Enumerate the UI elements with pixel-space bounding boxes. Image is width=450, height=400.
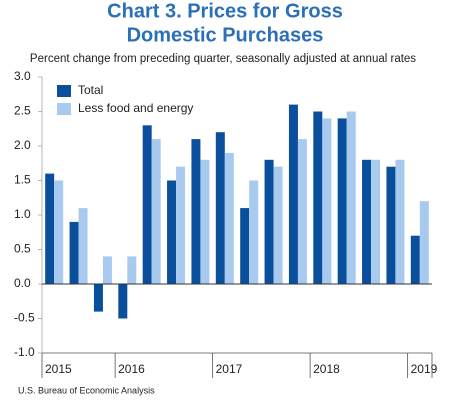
y-tick-label: 2.0 (14, 138, 31, 152)
bar (410, 235, 420, 284)
bar (215, 132, 225, 284)
bar (419, 201, 429, 284)
subtitle: Percent change from preceding quarter, s… (30, 53, 416, 65)
bar (224, 152, 234, 284)
bar (240, 208, 250, 284)
bar (118, 284, 128, 319)
bar (362, 159, 372, 284)
bar (200, 159, 210, 284)
x-tick-label: 2017 (216, 362, 243, 376)
bar (45, 173, 55, 284)
bar (93, 284, 103, 312)
bar (69, 221, 79, 284)
bar (337, 118, 347, 285)
bar (78, 208, 88, 284)
bar (191, 139, 201, 284)
legend-swatch (57, 103, 71, 115)
bar (151, 139, 161, 284)
bar (346, 111, 356, 284)
bar (249, 180, 259, 284)
bar (386, 166, 396, 284)
bar (127, 256, 137, 284)
bar (142, 125, 152, 284)
bar (313, 111, 323, 284)
y-tick-label: 2.5 (14, 104, 31, 118)
bar (395, 159, 405, 284)
x-tick-label: 2018 (313, 362, 340, 376)
bar (167, 180, 177, 284)
y-tick-label: -0.5 (14, 311, 35, 325)
bar (322, 118, 332, 285)
chart-title: Chart 3. Prices for Gross (107, 0, 343, 22)
bar (371, 159, 381, 284)
y-tick-label: 1.5 (14, 173, 31, 187)
chart-title: Domestic Purchases (127, 24, 324, 46)
y-tick-label: 0.5 (14, 242, 31, 256)
bar (288, 104, 298, 284)
source: U.S. Bureau of Economic Analysis (18, 385, 155, 395)
bar (176, 166, 186, 284)
x-tick-label: 2019 (411, 362, 438, 376)
bar (102, 256, 112, 284)
y-tick-label: -1.0 (14, 345, 35, 359)
y-tick-label: 1.0 (14, 207, 31, 221)
bar (54, 180, 64, 284)
y-tick-label: 3.0 (14, 69, 31, 83)
y-tick-label: 0.0 (14, 276, 31, 290)
bar (297, 139, 307, 284)
bar (264, 159, 274, 284)
x-tick-label: 2016 (118, 362, 145, 376)
bar (273, 166, 283, 284)
x-tick-label: 2015 (45, 362, 72, 376)
legend-label: Total (78, 83, 103, 97)
legend-label: Less food and energy (78, 101, 193, 115)
legend-swatch (57, 85, 71, 97)
